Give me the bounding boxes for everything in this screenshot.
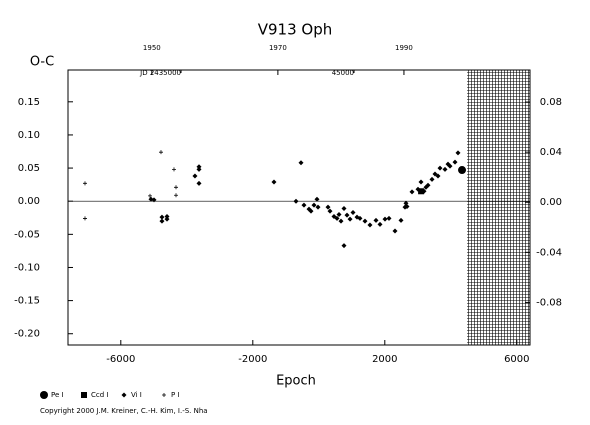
legend-marker	[162, 393, 166, 397]
point	[415, 186, 421, 192]
point	[344, 212, 350, 218]
point	[447, 163, 453, 169]
point	[418, 179, 424, 185]
point	[174, 185, 179, 190]
point	[458, 166, 467, 175]
y-tick-label: -0.10	[14, 262, 40, 273]
point	[386, 215, 392, 221]
point	[301, 202, 307, 208]
point	[271, 179, 277, 185]
y-tick-label: -0.05	[14, 229, 40, 240]
point	[404, 204, 410, 210]
point	[196, 164, 202, 170]
y-tick-label: -0.15	[14, 296, 40, 307]
point	[174, 193, 179, 198]
point	[196, 166, 202, 172]
point	[171, 167, 176, 172]
chart-title: V913 Oph	[258, 21, 333, 39]
x3-tick-label: JD 2435000	[139, 69, 181, 77]
point	[421, 188, 427, 194]
legend-marker	[81, 392, 87, 398]
point	[325, 204, 331, 210]
point	[362, 218, 368, 224]
y2-tick-label: 0.08	[540, 97, 562, 108]
point	[398, 217, 404, 223]
y2-tick-label: -0.08	[536, 297, 562, 308]
legend-marker	[40, 391, 48, 399]
point	[377, 221, 383, 227]
copyright: Copyright 2000 J.M. Kreiner, C.-H. Kim, …	[40, 407, 208, 415]
point	[341, 243, 347, 249]
x-tick-label: 6000	[504, 354, 529, 365]
point	[392, 228, 398, 234]
point	[159, 218, 165, 224]
legend-label: Pe I	[51, 391, 64, 399]
point	[382, 216, 388, 222]
point	[350, 209, 356, 215]
point	[82, 216, 87, 221]
point	[437, 165, 443, 171]
point	[315, 204, 321, 210]
point	[442, 166, 448, 172]
point	[409, 189, 415, 195]
x2-tick-label: 1970	[269, 44, 287, 52]
y2-tick-label: 0.00	[540, 197, 562, 208]
legend-marker	[121, 392, 127, 398]
hatched-region	[467, 70, 530, 345]
point	[159, 214, 165, 220]
y-tick-label: -0.20	[14, 329, 40, 340]
x2-tick-label: 1950	[143, 44, 161, 52]
x2-tick-label: 1990	[395, 44, 413, 52]
point	[311, 202, 317, 208]
x-tick-label: -6000	[106, 354, 135, 365]
point	[148, 193, 153, 198]
point	[429, 176, 435, 182]
point	[336, 211, 342, 217]
legend-label: P I	[171, 391, 180, 399]
point	[192, 173, 198, 179]
point	[196, 180, 202, 186]
point	[164, 213, 170, 219]
x-tick-label: 2000	[372, 354, 397, 365]
legend-label: Ccd I	[91, 391, 108, 399]
point	[425, 182, 431, 188]
point	[298, 160, 304, 166]
point	[164, 216, 170, 222]
point	[308, 208, 314, 214]
point	[367, 222, 373, 228]
point	[455, 150, 461, 156]
y-axis-label: O-C	[30, 55, 54, 70]
y-tick-label: 0.15	[18, 97, 40, 108]
legend-label: Vi I	[131, 391, 142, 399]
point	[435, 173, 441, 179]
x3-tick-label: 45000	[332, 69, 354, 77]
y-tick-label: 0.10	[18, 130, 40, 141]
y-tick-label: 0.00	[18, 196, 40, 207]
plot-frame	[67, 69, 531, 346]
point	[334, 215, 340, 221]
point	[151, 197, 157, 203]
point	[347, 216, 353, 222]
y2-tick-label: -0.04	[536, 247, 562, 258]
y-tick-label: 0.05	[18, 163, 40, 174]
point	[314, 196, 320, 202]
point	[373, 217, 379, 223]
point	[341, 205, 347, 211]
x-axis-label: Epoch	[276, 374, 316, 389]
point	[82, 181, 87, 186]
point	[327, 208, 333, 214]
x-tick-label: -2000	[238, 354, 267, 365]
point	[338, 218, 344, 224]
point	[452, 159, 458, 165]
point	[158, 150, 163, 155]
point	[418, 188, 425, 195]
y2-tick-label: 0.04	[540, 147, 562, 158]
point	[293, 198, 299, 204]
point	[357, 215, 363, 221]
